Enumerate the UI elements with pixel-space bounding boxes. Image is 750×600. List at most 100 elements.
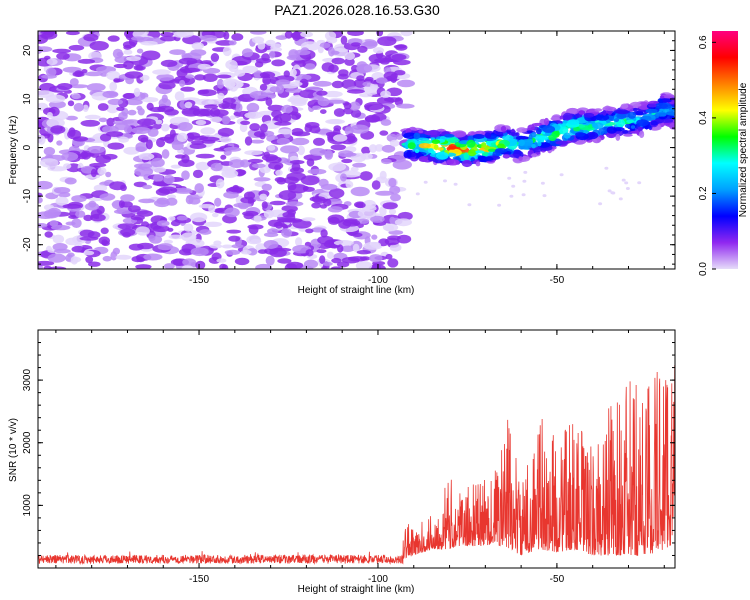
heatmap-cell [418, 130, 424, 134]
heatmap-cell [120, 184, 127, 191]
heatmap-cell [550, 116, 560, 121]
heatmap-cell [246, 102, 260, 113]
heatmap-cell [303, 259, 319, 269]
heatmap-cell [68, 145, 80, 153]
heatmap-cell [203, 104, 219, 109]
heatmap-cell [114, 122, 129, 131]
heatmap-cell [313, 137, 325, 146]
heatmap-cell [360, 153, 373, 160]
heatmap-cell [419, 139, 434, 144]
heatmap-cell [356, 250, 371, 255]
heatmap-cell [259, 166, 271, 174]
heatmap-cell [125, 99, 143, 106]
heatmap-cell [543, 117, 550, 126]
heatmap-cell [82, 104, 89, 113]
heatmap-cell [594, 108, 603, 112]
heatmap-cell [436, 151, 449, 160]
heatmap-cell [356, 75, 365, 82]
heatmap-cell [86, 83, 106, 92]
heatmap-cell [307, 168, 327, 175]
heatmap-cell [321, 62, 335, 72]
heatmap-cell [55, 196, 69, 206]
heatmap-cell [194, 183, 204, 194]
heatmap-cell [56, 52, 70, 60]
heatmap-cell [521, 193, 526, 197]
heatmap-cell [149, 106, 166, 113]
heatmap-cell [120, 194, 135, 202]
heatmap-cell [317, 97, 330, 107]
y-tick-label: 0 [22, 144, 33, 150]
heatmap-cell [346, 133, 356, 143]
heatmap-cell [637, 126, 644, 131]
y-tick-label: 20 [22, 44, 33, 56]
heatmap-cell [118, 136, 129, 143]
heatmap-cell [618, 197, 623, 201]
heatmap-cell [416, 137, 430, 141]
heatmap-cell [195, 161, 210, 171]
heatmap-cell [650, 120, 658, 126]
heatmap-cell [244, 150, 263, 156]
heatmap-cell [636, 119, 649, 127]
heatmap-cell [107, 142, 125, 150]
heatmap-cell [228, 159, 245, 169]
heatmap-cell [231, 33, 244, 41]
heatmap-cell [316, 249, 327, 254]
heatmap-cell [610, 191, 615, 195]
heatmap-cell [605, 119, 611, 123]
heatmap-cell [255, 58, 272, 64]
heatmap-cell [75, 210, 86, 218]
heatmap-cell [300, 31, 313, 38]
heatmap-cell [370, 215, 385, 223]
heatmap-cell [444, 134, 455, 138]
heatmap-cell [152, 69, 171, 75]
y-tick-label: 2000 [22, 431, 33, 454]
heatmap-cell [626, 119, 635, 124]
heatmap-cell [592, 122, 604, 129]
heatmap-cell [85, 256, 94, 264]
snr-frame [37, 329, 676, 569]
heatmap-cell [654, 112, 667, 117]
heatmap-cell [64, 177, 77, 185]
heatmap-cell [221, 244, 234, 249]
heatmap-cell [612, 127, 625, 132]
heatmap-cell [487, 148, 497, 152]
heatmap-cell [328, 46, 335, 57]
y-tick-label: -10 [22, 188, 33, 203]
heatmap-cell [572, 127, 581, 132]
heatmap-cell [269, 248, 287, 258]
heatmap-cell [192, 169, 204, 179]
heatmap-cell [200, 34, 218, 42]
heatmap-cell [430, 150, 436, 155]
heatmap-cell [475, 150, 485, 154]
heatmap-cell [659, 119, 674, 123]
spectrogram-ylabel: Frequency (Hz) [8, 116, 19, 185]
heatmap-cell [338, 69, 349, 77]
heatmap-cell [446, 159, 460, 166]
heatmap-cell [311, 202, 321, 209]
heatmap-cell [136, 210, 154, 217]
heatmap-cell [210, 116, 223, 123]
heatmap-cell [336, 261, 350, 268]
heatmap-cell [123, 44, 132, 50]
heatmap-cell [666, 111, 675, 116]
heatmap-cell [267, 228, 279, 235]
heatmap-cell [323, 198, 332, 207]
spectrogram-frame [37, 30, 676, 270]
heatmap-cell [240, 249, 252, 255]
heatmap-cell [616, 112, 626, 120]
heatmap-cell [518, 156, 523, 162]
heatmap-cell [87, 145, 106, 154]
heatmap-cell [309, 148, 327, 156]
heatmap-cell [80, 119, 101, 127]
heatmap-cell [502, 154, 511, 159]
heatmap-cell [452, 130, 467, 138]
heatmap-cells [38, 31, 675, 269]
heatmap-cell [233, 202, 252, 208]
heatmap-cell [352, 162, 367, 168]
heatmap-cell [222, 97, 236, 104]
heatmap-cell [265, 156, 282, 164]
heatmap-cell [174, 91, 185, 101]
heatmap-cell [44, 231, 53, 238]
heatmap-cell [282, 211, 296, 218]
